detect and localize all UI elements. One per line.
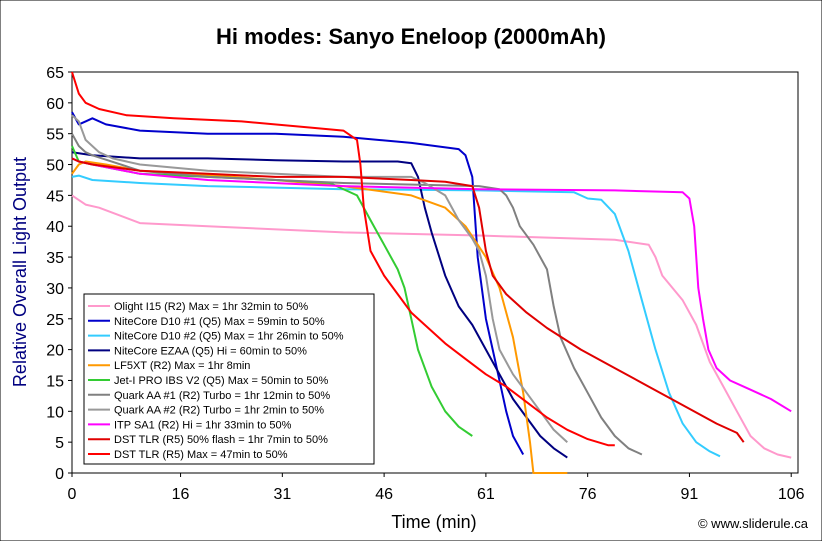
- series-lines: [71, 71, 792, 474]
- legend-entry: LF5XT (R2) Max = 1hr 8min: [114, 360, 250, 372]
- series-line-4: [71, 151, 568, 459]
- series-line-11: [71, 71, 615, 447]
- y-tick-label: 55: [46, 127, 64, 144]
- y-tick-label: 65: [46, 65, 64, 82]
- y-tick-label: 10: [46, 404, 64, 421]
- y-tick-label: 15: [46, 373, 64, 390]
- legend-entry: ITP SA1 (R2) Hi = 1hr 33min to 50%: [114, 419, 292, 431]
- y-axis-label: Relative Overall Light Output: [10, 157, 30, 387]
- x-tick-label: 0: [68, 486, 77, 503]
- series-line-2: [71, 111, 525, 455]
- series-line-9: [71, 157, 792, 413]
- legend-entry: Olight I15 (R2) Max = 1hr 32min to 50%: [114, 301, 308, 313]
- series-line-3: [71, 174, 721, 458]
- legend: Olight I15 (R2) Max = 1hr 32min to 50% Ni…: [83, 293, 375, 465]
- x-tick-label: 46: [375, 486, 393, 503]
- x-axis-ticks: 0 16 31 46 61 76 91 106: [68, 473, 805, 503]
- legend-box: [83, 293, 375, 465]
- legend-entry: NiteCore D10 #1 (Q5) Max = 59min to 50%: [114, 316, 325, 328]
- legend-entry: NiteCore EZAA (Q5) Hi = 60min to 50%: [114, 345, 307, 357]
- x-tick-label: 76: [579, 486, 597, 503]
- x-axis-label: Time (min): [391, 512, 476, 532]
- x-tick-label: 61: [477, 486, 495, 503]
- y-tick-label: 30: [46, 281, 64, 298]
- legend-entry: DST TLR (R5) Max = 47min to 50%: [114, 449, 288, 461]
- x-tick-label: 31: [273, 486, 291, 503]
- y-tick-label: 60: [46, 96, 64, 113]
- legend-entry: Quark AA #2 (R2) Turbo = 1hr 2min to 50%: [114, 405, 324, 417]
- copyright-annotation: © www.sliderule.ca: [698, 516, 809, 531]
- y-tick-label: 0: [55, 466, 64, 483]
- x-tick-label: 91: [681, 486, 699, 503]
- y-tick-label: 5: [55, 435, 64, 452]
- series-line-10: [71, 157, 745, 443]
- legend-entry: NiteCore D10 #2 (Q5) Max = 1hr 26min to …: [114, 331, 344, 343]
- x-tick-label: 16: [172, 486, 190, 503]
- series-line-8: [71, 114, 568, 443]
- legend-entry: Jet-I PRO IBS V2 (Q5) Max = 50min to 50%: [114, 375, 328, 387]
- y-tick-label: 45: [46, 188, 64, 205]
- legend-entry: DST TLR (R5) 50% flash = 1hr 7min to 50%: [114, 434, 328, 446]
- x-tick-label: 106: [778, 486, 805, 503]
- legend-entry: Quark AA #1 (R2) Turbo = 1hr 12min to 50…: [114, 390, 330, 402]
- y-tick-label: 50: [46, 158, 64, 175]
- y-tick-label: 20: [46, 343, 64, 360]
- series-line-1: [71, 194, 792, 459]
- y-tick-label: 40: [46, 219, 64, 236]
- series-line-7: [71, 133, 643, 456]
- y-tick-label: 25: [46, 312, 64, 329]
- chart-title: Hi modes: Sanyo Eneloop (2000mAh): [216, 24, 606, 49]
- y-tick-label: 35: [46, 250, 64, 267]
- y-axis-ticks: 0 5 10 15 20 25 30 35 40 45 50 55 60 65: [46, 65, 72, 483]
